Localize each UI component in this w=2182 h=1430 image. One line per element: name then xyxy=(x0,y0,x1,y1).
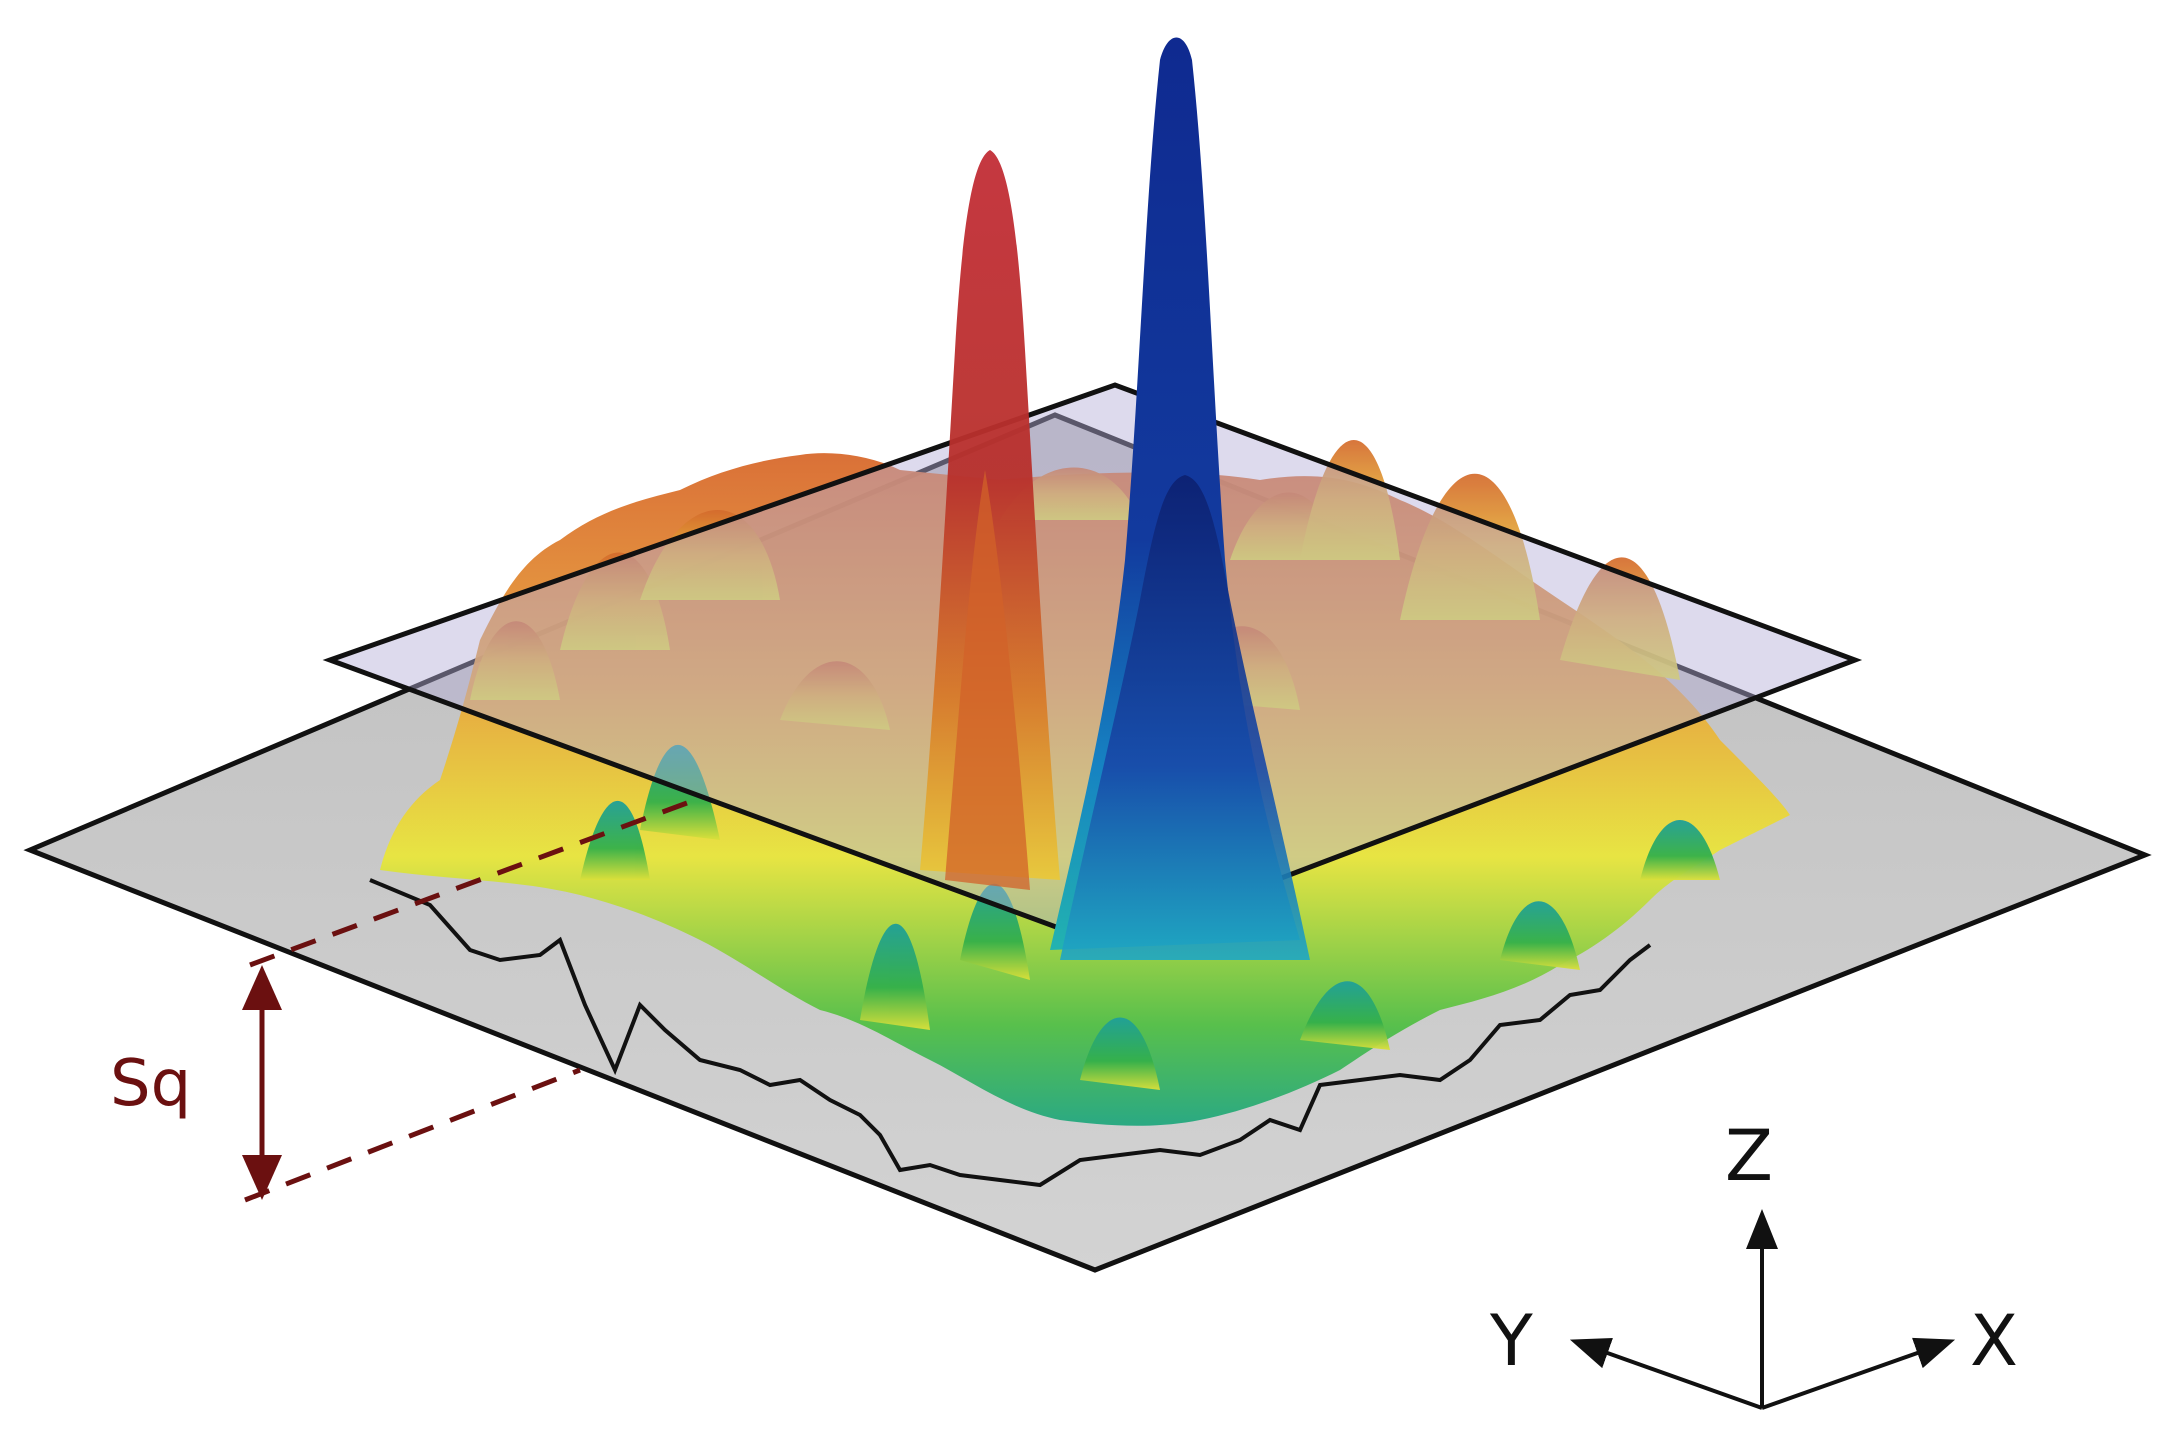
y-axis-label: Y xyxy=(1489,1300,1533,1382)
x-axis-arrow xyxy=(1761,1337,1956,1410)
surface-valleys xyxy=(580,744,1720,1090)
sq-label: Sq xyxy=(110,1047,191,1121)
mean-plane xyxy=(322,382,1863,948)
axis-triad: Z Y X xyxy=(1489,1115,2018,1410)
sq-dashed-line-top xyxy=(249,797,696,968)
sq-dashed-line-bottom xyxy=(244,1067,581,1203)
blue-peak-inner xyxy=(1060,475,1310,960)
red-peak-inner xyxy=(945,470,1030,890)
y-axis-arrow xyxy=(1569,1337,1763,1410)
surface-profile-line xyxy=(369,878,1652,1188)
z-axis-label: Z xyxy=(1725,1115,1773,1197)
x-axis-label: X xyxy=(1970,1300,2018,1382)
rough-surface xyxy=(380,453,1790,1126)
